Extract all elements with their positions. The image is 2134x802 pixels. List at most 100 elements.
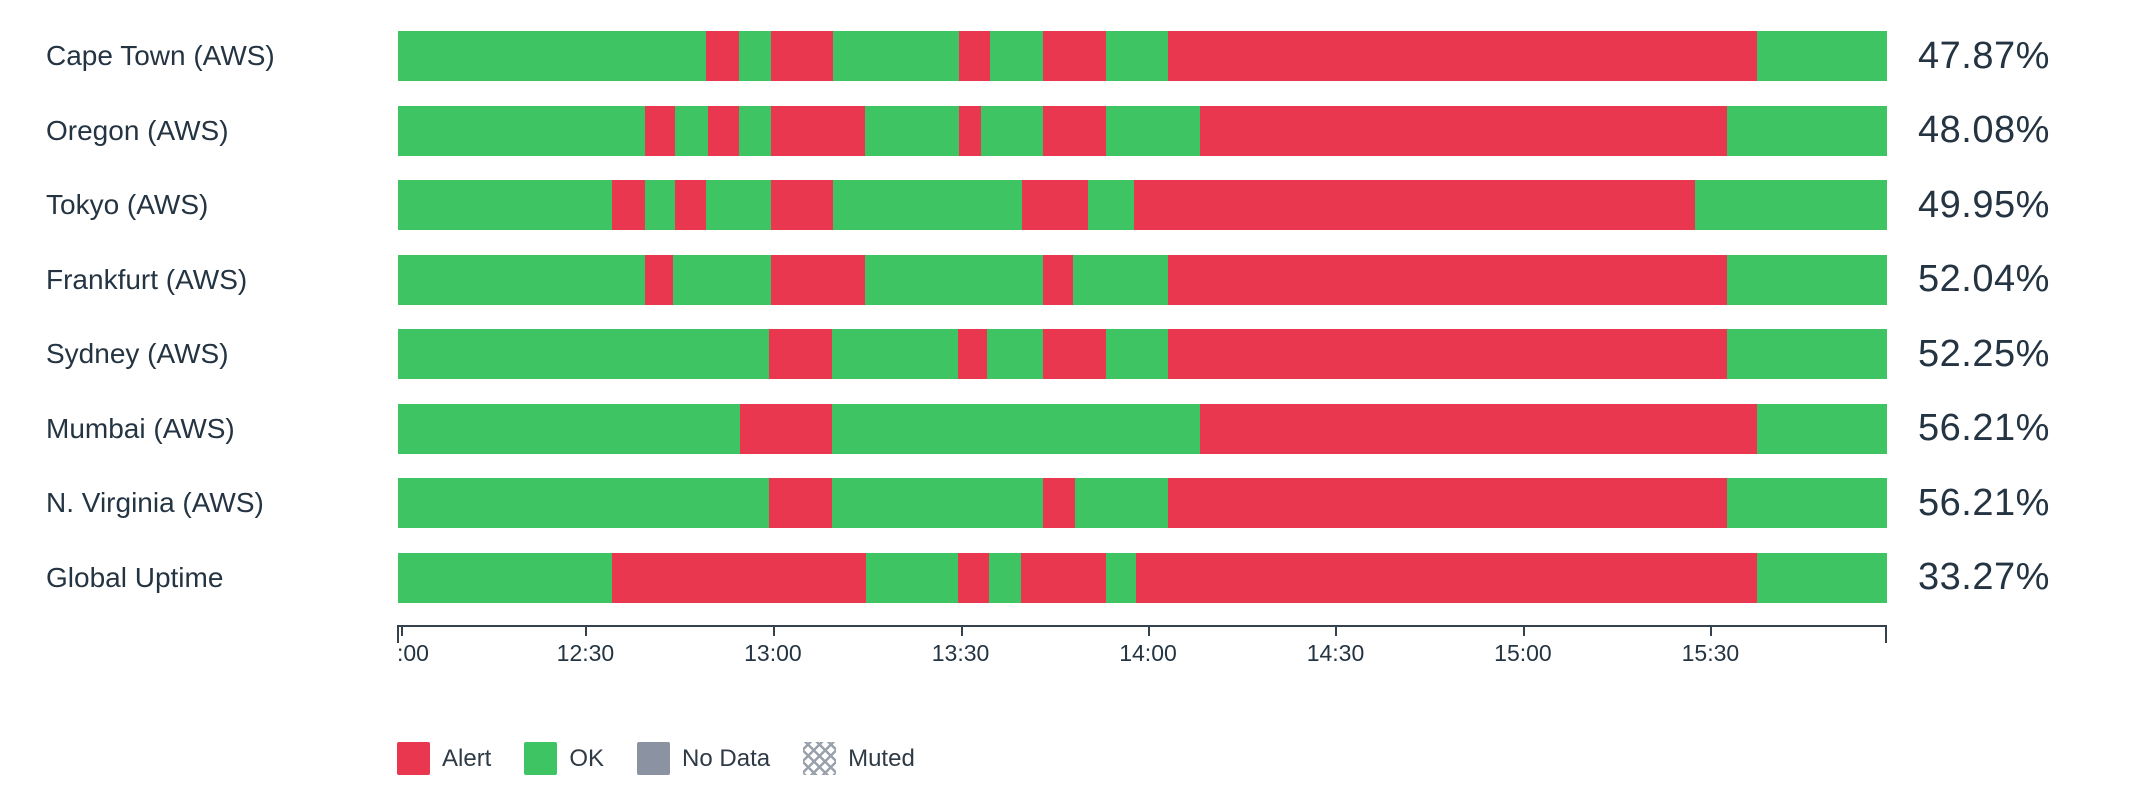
- status-segment-alert[interactable]: [740, 403, 833, 454]
- row-label: Mumbai (AWS): [46, 412, 235, 444]
- status-segment-ok[interactable]: [398, 329, 770, 379]
- legend: Alert OK No Data Muted: [397, 742, 915, 775]
- status-segment-alert[interactable]: [1043, 329, 1106, 379]
- legend-item-muted[interactable]: Muted: [803, 742, 915, 775]
- row-label: Tokyo (AWS): [46, 189, 209, 220]
- status-segment-ok[interactable]: [832, 329, 958, 379]
- status-segment-ok[interactable]: [1105, 105, 1200, 156]
- status-segment-ok[interactable]: [832, 478, 1044, 528]
- status-segment-ok[interactable]: [738, 105, 771, 156]
- axis-tick: [960, 627, 963, 636]
- status-segment-alert[interactable]: [1199, 403, 1757, 454]
- axis-tick-label: 14:30: [1306, 640, 1365, 666]
- status-segment-ok[interactable]: [674, 105, 708, 156]
- status-segment-ok[interactable]: [980, 105, 1043, 156]
- legend-swatch-ok: [524, 742, 558, 775]
- axis-tick-label: 15:00: [1494, 640, 1552, 666]
- status-segment-alert[interactable]: [770, 254, 865, 305]
- status-segment-ok[interactable]: [1756, 31, 1887, 81]
- uptime-percentage: 56.21%: [1918, 481, 2050, 524]
- status-segment-alert[interactable]: [769, 478, 833, 528]
- status-segment-ok[interactable]: [832, 180, 1022, 230]
- status-segment-ok[interactable]: [1726, 329, 1887, 379]
- status-segment-ok[interactable]: [833, 31, 960, 81]
- status-segment-alert[interactable]: [1042, 254, 1073, 305]
- status-segment-ok[interactable]: [645, 180, 675, 230]
- axis-tick: [401, 627, 403, 636]
- status-segment-alert[interactable]: [611, 180, 646, 230]
- row-label: Sydney (AWS): [46, 338, 229, 369]
- axis-tick: [1522, 627, 1525, 636]
- status-segment-ok[interactable]: [398, 478, 770, 528]
- status-segment-ok[interactable]: [398, 552, 612, 603]
- legend-item-no-data[interactable]: No Data: [637, 742, 770, 775]
- status-segment-ok[interactable]: [1727, 478, 1887, 528]
- status-segment-ok[interactable]: [865, 552, 958, 603]
- status-segment-alert[interactable]: [770, 105, 865, 156]
- status-segment-ok[interactable]: [1087, 180, 1134, 230]
- uptime-percentage: 47.87%: [1918, 34, 2050, 77]
- status-segment-ok[interactable]: [1694, 180, 1887, 230]
- axis-tick-label: 15:30: [1681, 640, 1740, 666]
- status-segment-alert[interactable]: [1167, 254, 1727, 305]
- status-segment-alert[interactable]: [770, 180, 833, 230]
- status-segment-alert[interactable]: [674, 180, 706, 230]
- status-segment-ok[interactable]: [1106, 329, 1168, 379]
- uptime-percentage: 49.95%: [1918, 183, 2050, 226]
- status-segment-alert[interactable]: [958, 329, 988, 379]
- status-segment-ok[interactable]: [832, 403, 1200, 454]
- status-segment-alert[interactable]: [1133, 180, 1695, 230]
- status-segment-alert[interactable]: [958, 105, 981, 156]
- status-segment-alert[interactable]: [1167, 329, 1727, 379]
- status-segment-alert[interactable]: [706, 31, 740, 81]
- axis-tick: [772, 627, 775, 636]
- status-segment-ok[interactable]: [1756, 403, 1887, 454]
- status-segment-ok[interactable]: [398, 254, 646, 305]
- axis-tick-label: 12:30: [556, 640, 615, 666]
- status-segment-ok[interactable]: [989, 31, 1043, 81]
- status-timeline-bar: [398, 552, 1887, 603]
- status-segment-alert[interactable]: [771, 31, 834, 81]
- status-segment-alert[interactable]: [959, 31, 990, 81]
- axis-tick: [585, 627, 588, 636]
- status-segment-ok[interactable]: [1105, 31, 1168, 81]
- status-segment-ok[interactable]: [864, 105, 959, 156]
- status-segment-ok[interactable]: [398, 180, 612, 230]
- status-segment-ok[interactable]: [1726, 105, 1887, 156]
- row-label: Global Uptime: [46, 561, 224, 593]
- status-segment-alert[interactable]: [1042, 105, 1106, 156]
- status-segment-ok[interactable]: [988, 552, 1021, 603]
- status-segment-alert[interactable]: [707, 105, 739, 156]
- status-segment-ok[interactable]: [673, 254, 771, 305]
- legend-item-alert[interactable]: Alert: [397, 742, 491, 775]
- status-timeline-bar: [398, 31, 1887, 81]
- status-segment-ok[interactable]: [1072, 254, 1168, 305]
- status-segment-alert[interactable]: [645, 254, 673, 305]
- status-segment-ok[interactable]: [398, 31, 707, 81]
- status-segment-alert[interactable]: [1199, 105, 1727, 156]
- status-segment-alert[interactable]: [1043, 478, 1076, 528]
- status-segment-ok[interactable]: [739, 31, 772, 81]
- status-segment-alert[interactable]: [645, 105, 675, 156]
- status-segment-alert[interactable]: [769, 329, 833, 379]
- status-segment-ok[interactable]: [398, 105, 646, 156]
- status-segment-alert[interactable]: [1135, 552, 1757, 603]
- status-segment-ok[interactable]: [398, 403, 741, 454]
- status-segment-alert[interactable]: [1168, 478, 1728, 528]
- status-segment-ok[interactable]: [987, 329, 1044, 379]
- status-segment-alert[interactable]: [611, 552, 866, 603]
- status-segment-ok[interactable]: [1726, 254, 1887, 305]
- legend-swatch-alert: [397, 742, 430, 775]
- status-segment-ok[interactable]: [705, 180, 771, 230]
- status-segment-alert[interactable]: [958, 552, 989, 603]
- status-segment-ok[interactable]: [1075, 478, 1169, 528]
- status-segment-alert[interactable]: [1042, 31, 1106, 81]
- legend-item-ok[interactable]: OK: [524, 742, 604, 775]
- status-segment-ok[interactable]: [1105, 552, 1136, 603]
- status-segment-ok[interactable]: [1756, 552, 1887, 603]
- status-segment-alert[interactable]: [1020, 552, 1106, 603]
- status-segment-ok[interactable]: [864, 254, 1043, 305]
- status-segment-alert[interactable]: [1167, 31, 1757, 81]
- status-segment-alert[interactable]: [1021, 180, 1088, 230]
- axis-tick-label: 13:00: [744, 640, 802, 666]
